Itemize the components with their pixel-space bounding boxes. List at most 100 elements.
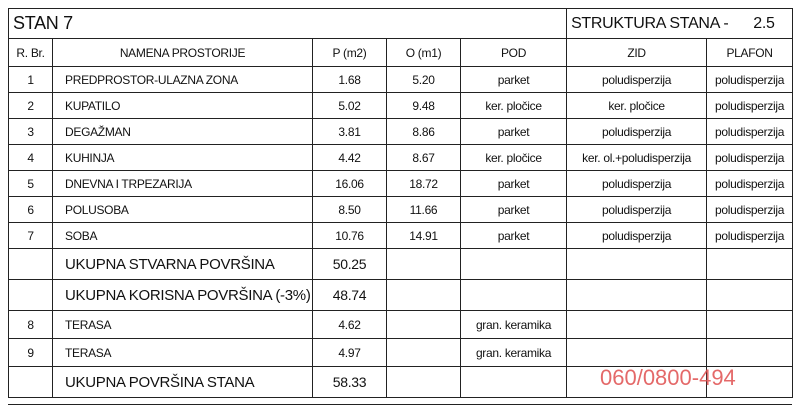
cell: gran. keramika xyxy=(459,310,568,339)
cell: gran. keramika xyxy=(459,338,568,367)
table-row: 9 TERASA 4.97 gran. keramika xyxy=(8,338,794,367)
cell: parket xyxy=(459,222,568,249)
cell: 5 xyxy=(8,170,53,197)
bottom-line xyxy=(8,404,792,405)
cell: poludisperzija xyxy=(706,66,794,93)
empty-cell xyxy=(386,338,461,367)
cell: poludisperzija xyxy=(566,118,708,145)
cell: 6 xyxy=(8,196,53,223)
cell: ker. pločice xyxy=(566,92,708,119)
cell: 48.74 xyxy=(312,279,387,311)
cell: 4.42 xyxy=(312,144,387,171)
cell: 14.91 xyxy=(386,222,461,249)
empty-cell xyxy=(706,310,794,339)
empty-cell xyxy=(8,279,53,311)
column-header: ZID xyxy=(566,38,708,67)
cell: 11.66 xyxy=(386,196,461,223)
empty-cell xyxy=(386,366,461,398)
cell: 3 xyxy=(8,118,53,145)
cell: 16.06 xyxy=(312,170,387,197)
room-table: STAN 7 STRUKTURA STANA - 2.5 R. Br. NAMEN… xyxy=(7,8,794,398)
table-row: 1 PREDPROSTOR-ULAZNA ZONA 1.68 5.20 parket po… xyxy=(8,66,794,93)
table-row: UKUPNA KORISNA POVRŠINA (-3%) 48.74 xyxy=(8,279,794,311)
cell: ker. ol.+poludisperzija xyxy=(566,144,708,171)
structure-label: STRUKTURA STANA - xyxy=(571,14,729,32)
cell: 8 xyxy=(8,310,53,339)
cell: TERASA xyxy=(52,338,313,367)
table-row: UKUPNA STVARNA POVRŠINA 50.25 xyxy=(8,248,794,280)
empty-cell xyxy=(459,279,568,311)
empty-cell xyxy=(459,248,568,280)
cell: 8.67 xyxy=(386,144,461,171)
table-row: 3 DEGAŽMAN 3.81 8.86 parket poludisperzija pol… xyxy=(8,118,794,145)
cell: DNEVNA I TRPEZARIJA xyxy=(52,170,313,197)
cell: poludisperzija xyxy=(706,144,794,171)
structure: STRUKTURA STANA - 2.5 xyxy=(566,8,794,39)
cell: poludisperzija xyxy=(706,170,794,197)
table-row: 7 SOBA 10.76 14.91 parket poludisperzija polud… xyxy=(8,222,794,249)
cell: KUHINJA xyxy=(52,144,313,171)
cell: 3.81 xyxy=(312,118,387,145)
cell: poludisperzija xyxy=(566,222,708,249)
cell: 2 xyxy=(8,92,53,119)
cell: DEGAŽMAN xyxy=(52,118,313,145)
empty-cell xyxy=(706,279,794,311)
table-row: UKUPNA POVRŠINA STANA 58.33 xyxy=(8,366,794,398)
table-row: 2 KUPATILO 5.02 9.48 ker. pločice ker. pločic… xyxy=(8,92,794,119)
cell: ker. pločice xyxy=(459,144,568,171)
cell: UKUPNA POVRŠINA STANA xyxy=(52,366,313,398)
cell: 5.20 xyxy=(386,66,461,93)
empty-cell xyxy=(386,279,461,311)
empty-cell xyxy=(566,338,708,367)
column-header: P (m2) xyxy=(312,38,387,67)
cell: ker. pločice xyxy=(459,92,568,119)
empty-cell xyxy=(459,366,568,398)
header-row: R. Br. NAMENA PROSTORIJE P (m2) O (m1) POD ZI… xyxy=(8,38,794,67)
empty-cell xyxy=(386,310,461,339)
column-header: NAMENA PROSTORIJE xyxy=(52,38,313,67)
cell: 10.76 xyxy=(312,222,387,249)
cell: poludisperzija xyxy=(706,196,794,223)
cell: 1.68 xyxy=(312,66,387,93)
cell: poludisperzija xyxy=(706,92,794,119)
cell: 9.48 xyxy=(386,92,461,119)
column-header: PLAFON xyxy=(706,38,794,67)
cell: 58.33 xyxy=(312,366,387,398)
table-row: 4 KUHINJA 4.42 8.67 ker. pločice ker. ol.+pol… xyxy=(8,144,794,171)
cell: poludisperzija xyxy=(566,170,708,197)
cell: poludisperzija xyxy=(566,66,708,93)
cell: KUPATILO xyxy=(52,92,313,119)
cell: 4.62 xyxy=(312,310,387,339)
cell: UKUPNA KORISNA POVRŠINA (-3%) xyxy=(52,279,313,311)
table-row: 5 DNEVNA I TRPEZARIJA 16.06 18.72 parket polu… xyxy=(8,170,794,197)
cell: 8.50 xyxy=(312,196,387,223)
cell: parket xyxy=(459,170,568,197)
cell: parket xyxy=(459,196,568,223)
empty-cell xyxy=(8,366,53,398)
column-header: O (m1) xyxy=(386,38,461,67)
empty-cell xyxy=(706,248,794,280)
title-row: STAN 7 STRUKTURA STANA - 2.5 xyxy=(7,8,794,39)
cell: 50.25 xyxy=(312,248,387,280)
cell: 18.72 xyxy=(386,170,461,197)
cell: 8.86 xyxy=(386,118,461,145)
cell: parket xyxy=(459,118,568,145)
cell: UKUPNA STVARNA POVRŠINA xyxy=(52,248,313,280)
empty-cell xyxy=(386,248,461,280)
cell: parket xyxy=(459,66,568,93)
empty-cell xyxy=(566,366,708,398)
title: STAN 7 xyxy=(7,8,568,39)
empty-cell xyxy=(566,279,708,311)
cell: poludisperzija xyxy=(566,196,708,223)
cell: 5.02 xyxy=(312,92,387,119)
table-row: 6 POLUSOBA 8.50 11.66 parket poludisperzija po… xyxy=(8,196,794,223)
cell: 7 xyxy=(8,222,53,249)
cell: SOBA xyxy=(52,222,313,249)
cell: 1 xyxy=(8,66,53,93)
empty-cell xyxy=(566,310,708,339)
cell: 4.97 xyxy=(312,338,387,367)
column-header: R. Br. xyxy=(8,38,53,67)
cell: TERASA xyxy=(52,310,313,339)
empty-cell xyxy=(566,248,708,280)
